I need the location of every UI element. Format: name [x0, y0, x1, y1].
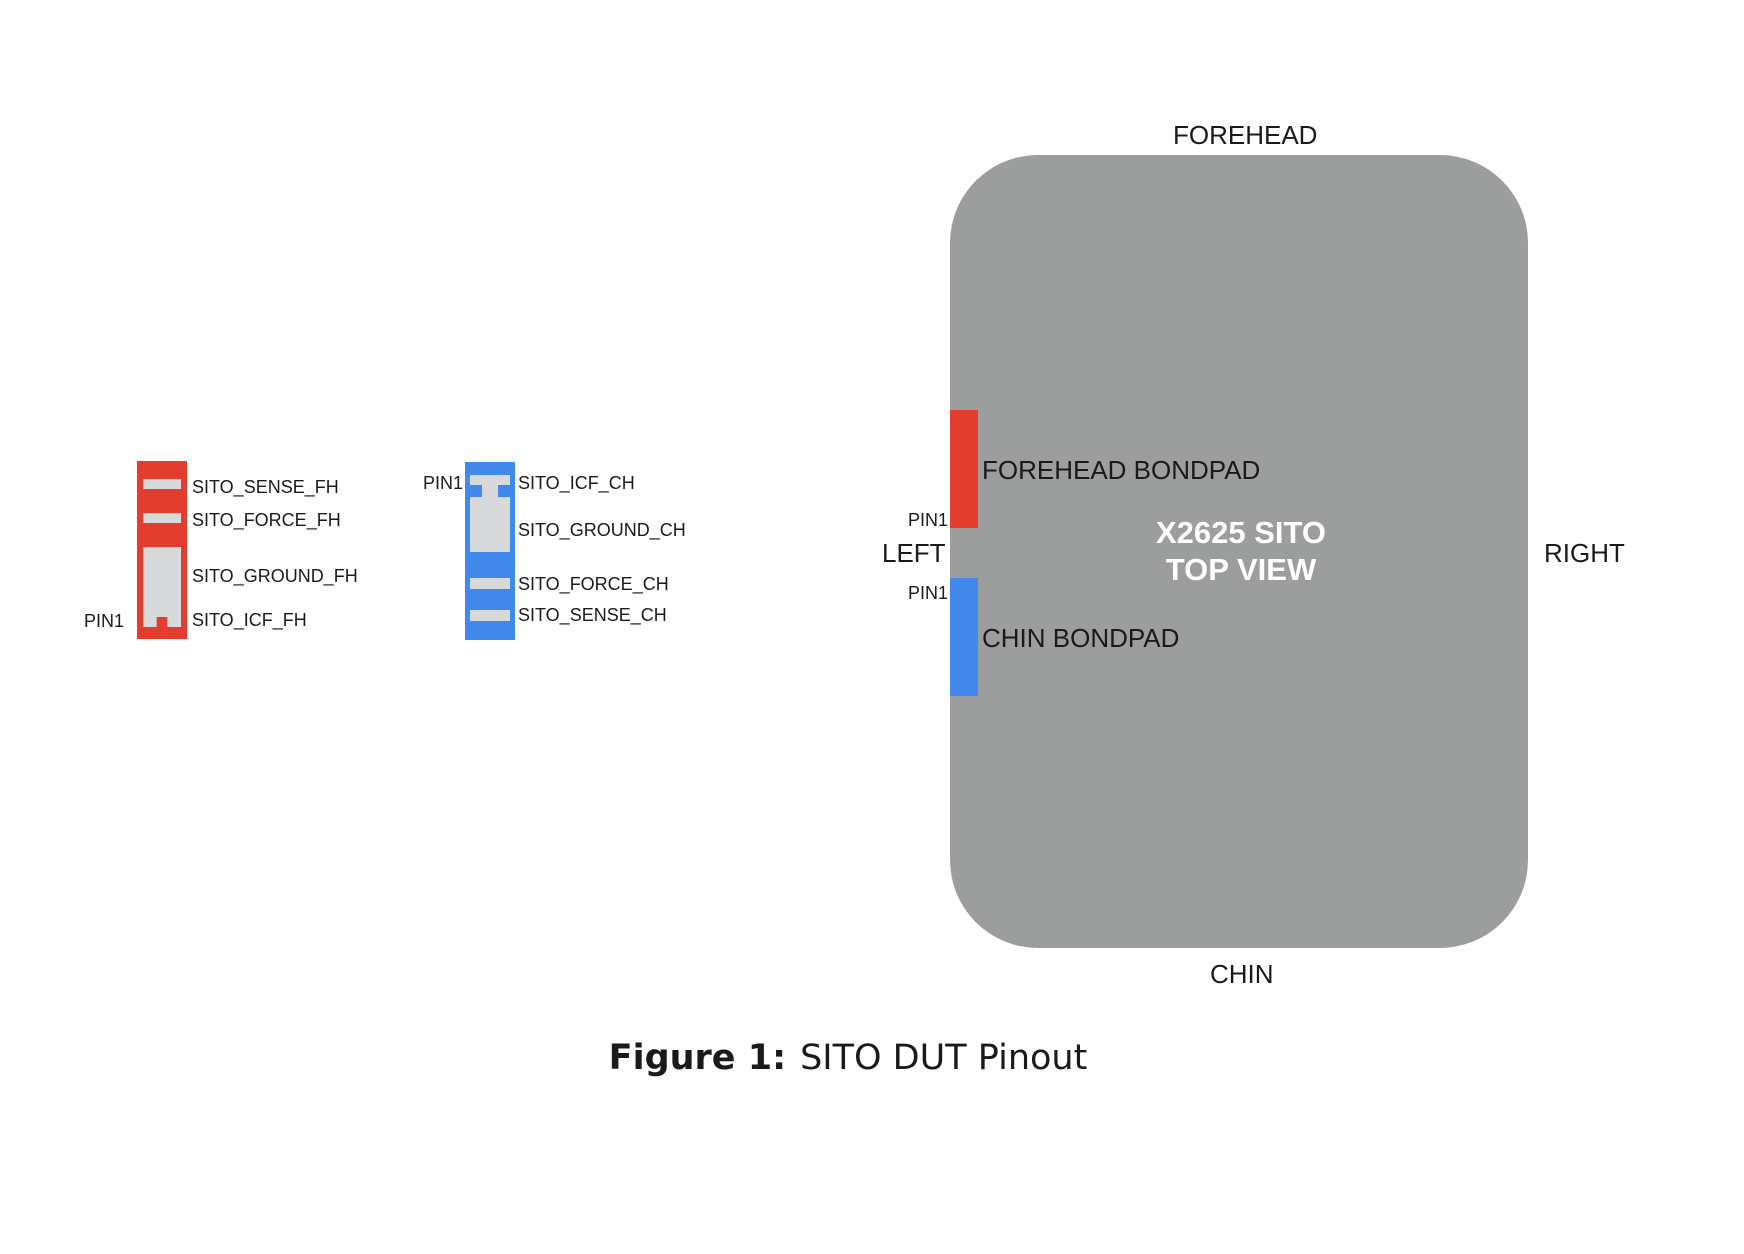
- fh-pin-label-2: SITO_FORCE_FH: [192, 510, 341, 530]
- figure-caption-text: SITO DUT Pinout: [800, 1038, 1088, 1078]
- pad-icf-ch: [470, 475, 510, 485]
- fh-pin-label-3: SITO_GROUND_FH: [192, 566, 358, 586]
- fh-pin-label-4: SITO_ICF_FH: [192, 610, 307, 630]
- forehead-bondpad-label: FOREHEAD BONDPAD: [982, 455, 1261, 485]
- pad-force-ch: [470, 578, 510, 589]
- fh-pin1-marker: PIN1: [84, 611, 125, 631]
- chin-bondpad: [950, 578, 978, 696]
- chip-bottom-label: CHIN: [1210, 959, 1274, 989]
- pad-icf-fh: [143, 602, 181, 627]
- fh-pin-label-1: SITO_SENSE_FH: [192, 477, 339, 497]
- chin-connector: [465, 462, 515, 640]
- forehead-bondpad: [950, 410, 978, 528]
- chip-right-label: RIGHT: [1544, 538, 1625, 568]
- chip-left-label: LEFT: [882, 538, 946, 568]
- chip-title: X2625 SITO TOP VIEW: [1155, 515, 1327, 587]
- chin-bondpad-label: CHIN BONDPAD: [982, 623, 1180, 653]
- pad-ground-fh: [143, 547, 181, 602]
- ch-pin-label-1: SITO_ICF_CH: [518, 473, 635, 493]
- pad-sense-ch: [470, 610, 510, 621]
- forehead-connector: [137, 461, 187, 639]
- chin-pin1-marker: PIN1: [908, 583, 949, 603]
- ch-pin-label-3: SITO_FORCE_CH: [518, 574, 669, 594]
- pad-icf-ch-stem: [482, 485, 498, 497]
- ch-pin-label-2: SITO_GROUND_CH: [518, 520, 686, 540]
- pad-force-fh: [143, 513, 181, 523]
- figure-caption-prefix: Figure 1:: [608, 1038, 787, 1078]
- chip-body: [950, 155, 1528, 948]
- ch-pin-label-4: SITO_SENSE_CH: [518, 605, 667, 625]
- chip-top-label: FOREHEAD: [1173, 120, 1318, 150]
- forehead-pin1-marker: PIN1: [908, 510, 949, 530]
- figure-caption: Figure 1: SITO DUT Pinout: [0, 1038, 1696, 1078]
- ch-pin1-marker: PIN1: [423, 473, 464, 493]
- pad-sense-fh: [143, 479, 181, 489]
- pad-ground-ch: [470, 497, 510, 552]
